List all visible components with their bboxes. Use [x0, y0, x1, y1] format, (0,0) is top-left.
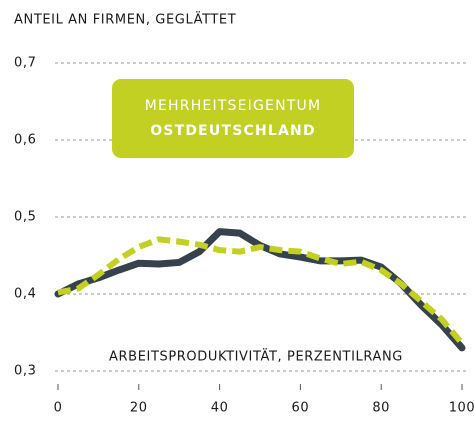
x-tick-label: 0 — [54, 401, 63, 416]
x-tick-label: 20 — [130, 401, 148, 416]
annotation-box — [112, 79, 354, 158]
x-tick-label: 80 — [372, 401, 390, 416]
y-tick-label: 0,3 — [14, 364, 36, 379]
series-line — [57, 236, 465, 346]
y-tick-label: 0,4 — [14, 287, 36, 302]
x-tick-label: 40 — [211, 401, 229, 416]
y-tick-label: 0,5 — [14, 210, 36, 225]
annotation-line: OSTDEUTSCHLAND — [150, 123, 316, 139]
x-tick-label: 100 — [449, 401, 474, 416]
y-tick-label: 0,7 — [14, 56, 36, 71]
y-tick-label: 0,6 — [14, 133, 36, 148]
x-tick-label: 60 — [292, 401, 310, 416]
x-axis-label: ARBEITSPRODUKTIVITÄT, PERZENTILRANG — [109, 349, 403, 365]
chart-title: ANTEIL AN FIRMEN, GEGLÄTTET — [14, 12, 236, 28]
annotation-line: MEHRHEITSEIGENTUM — [145, 98, 322, 114]
